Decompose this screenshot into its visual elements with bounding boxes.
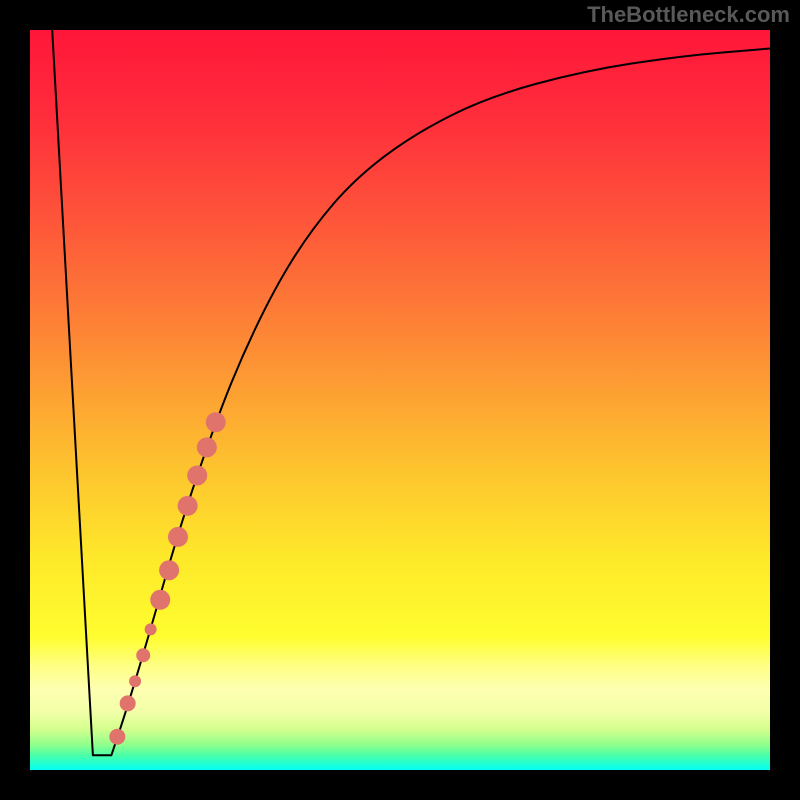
heatmap-gradient (30, 30, 770, 770)
chart-frame: TheBottleneck.com (0, 0, 800, 800)
plot-area (30, 30, 770, 770)
watermark-text: TheBottleneck.com (587, 2, 790, 28)
